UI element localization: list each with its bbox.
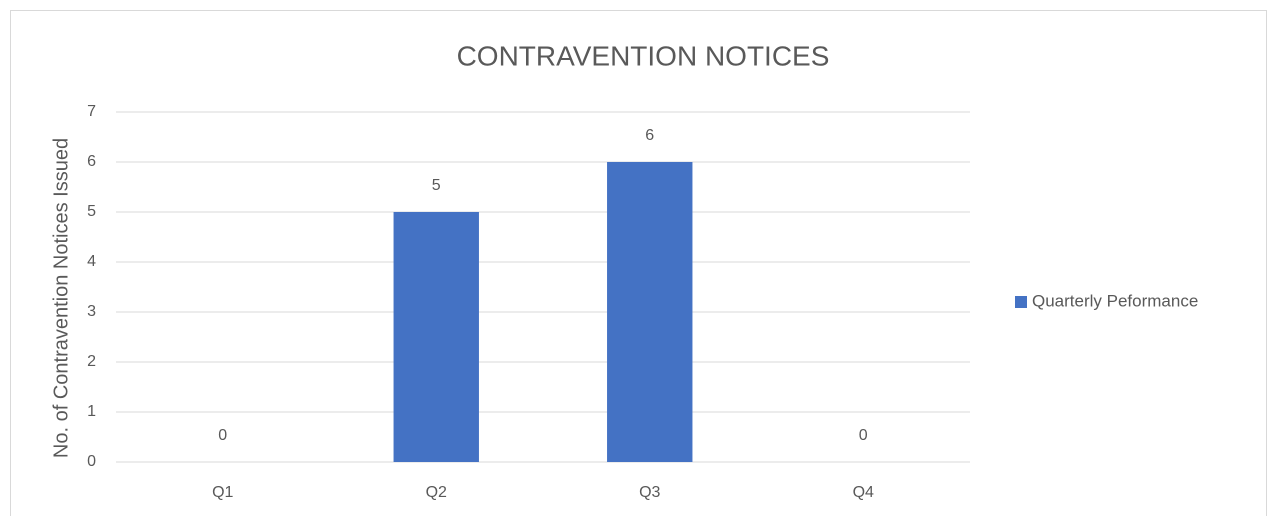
data-label: 0: [218, 427, 227, 444]
y-tick-label: 0: [87, 453, 96, 470]
y-tick-label: 5: [87, 203, 96, 220]
y-tick-label: 3: [87, 303, 96, 320]
data-label: 6: [645, 127, 654, 144]
bar: [393, 212, 479, 462]
data-label: 5: [432, 177, 441, 194]
y-axis-label: No. of Contravention Notices Issued: [50, 138, 72, 458]
y-tick-label: 7: [87, 103, 96, 120]
legend-swatch: [1015, 296, 1027, 308]
y-tick-label: 2: [87, 353, 96, 370]
x-tick-label: Q4: [853, 484, 874, 501]
y-tick-label: 6: [87, 153, 96, 170]
y-tick-label: 1: [87, 403, 96, 420]
x-tick-label: Q2: [426, 484, 447, 501]
legend-label: Quarterly Peformance: [1032, 291, 1198, 310]
bar: [607, 162, 693, 462]
data-label: 0: [859, 427, 868, 444]
x-tick-label: Q1: [212, 484, 233, 501]
y-tick-label: 4: [87, 253, 96, 270]
x-tick-label: Q3: [639, 484, 660, 501]
chart-title: CONTRAVENTION NOTICES: [457, 40, 830, 71]
